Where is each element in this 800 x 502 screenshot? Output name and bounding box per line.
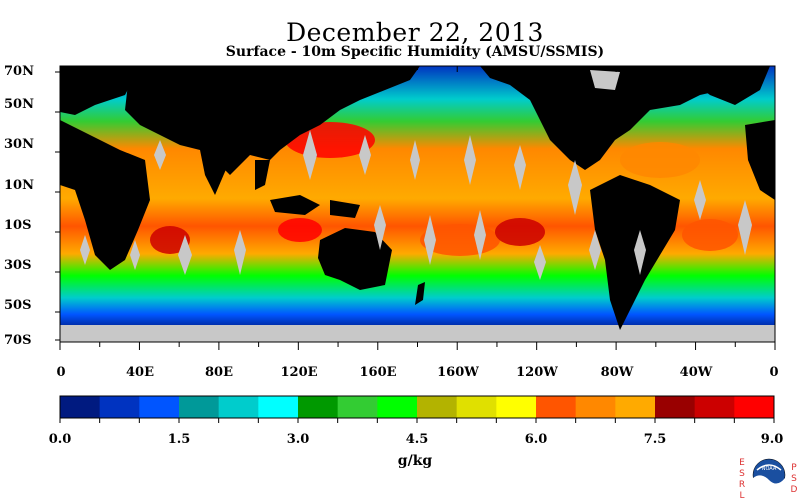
lon-label-160w: 160W [437, 365, 479, 380]
colorbar-swatch [139, 396, 180, 418]
colorbar-tick-6: 9.0 [760, 432, 784, 447]
lat-label-70n: 70N [4, 64, 34, 79]
lon-label-80w: 80W [600, 365, 634, 380]
colorbar-swatch [655, 396, 696, 418]
colorbar-swatch [417, 396, 458, 418]
colorbar-swatch [615, 396, 656, 418]
colorbar-swatch [179, 396, 220, 418]
map-subtitle: Surface - 10m Specific Humidity (AMSU/SS… [225, 44, 605, 60]
colorbar-swatch [694, 396, 735, 418]
noaa-logo-icon: NOAA [752, 458, 786, 492]
lat-label-30n: 30N [4, 137, 34, 152]
colorbar-swatch [456, 396, 497, 418]
colorbar-tick-0: 0.0 [48, 432, 72, 447]
colorbar-swatch [258, 396, 299, 418]
colorbar-units: g/kg [397, 453, 433, 469]
colorbar-tick-2: 3.0 [286, 432, 310, 447]
colorbar-swatch [377, 396, 418, 418]
colorbar [59, 395, 775, 423]
lat-label-50s: 50S [4, 298, 32, 313]
lon-label-160e: 160E [359, 365, 397, 380]
lat-label-50n: 50N [4, 97, 34, 112]
lon-label-120w: 120W [516, 365, 558, 380]
colorbar-swatch [218, 396, 259, 418]
map-title: December 22, 2013 [286, 18, 544, 47]
colorbar-swatch [298, 396, 339, 418]
colorbar-swatch [99, 396, 140, 418]
swath-gaps [80, 70, 752, 280]
colorbar-tick-1: 1.5 [167, 432, 191, 447]
lon-label-120e: 120E [280, 365, 318, 380]
antarctic-missing [60, 325, 775, 342]
colorbar-tick-5: 7.5 [643, 432, 667, 447]
colorbar-tick-4: 6.0 [524, 432, 548, 447]
lon-label-40e: 40E [126, 365, 154, 380]
axis-ticks [55, 66, 776, 350]
lon-label-80e: 80E [205, 365, 233, 380]
colorbar-swatch [734, 396, 775, 418]
lat-label-10n: 10N [4, 178, 34, 193]
colorbar-swatch [575, 396, 616, 418]
colorbar-swatch [337, 396, 378, 418]
lon-label-0-right: 0 [769, 365, 779, 380]
colorbar-swatch [496, 396, 537, 418]
colorbar-tick-3: 4.5 [405, 432, 429, 447]
colorbar-swatch [60, 396, 101, 418]
colorbar-swatch [536, 396, 577, 418]
lat-label-30s: 30S [4, 258, 32, 273]
lon-label-40w: 40W [679, 365, 713, 380]
lat-label-10s: 10S [4, 218, 32, 233]
land-masses [60, 66, 775, 330]
logo-text: NOAA [762, 466, 777, 472]
lon-label-0-left: 0 [56, 365, 66, 380]
lat-label-70s: 70S [4, 333, 32, 348]
